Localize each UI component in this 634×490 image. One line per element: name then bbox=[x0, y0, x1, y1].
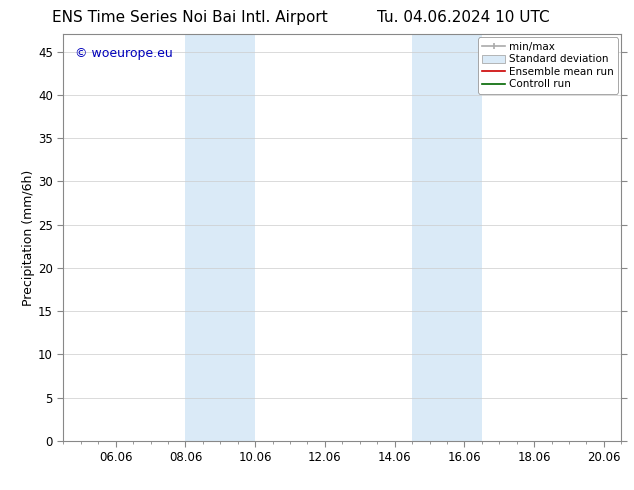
Bar bbox=[412, 34, 482, 441]
Bar bbox=[185, 34, 255, 441]
Text: © woeurope.eu: © woeurope.eu bbox=[75, 47, 172, 59]
Y-axis label: Precipitation (mm/6h): Precipitation (mm/6h) bbox=[22, 170, 36, 306]
Legend: min/max, Standard deviation, Ensemble mean run, Controll run: min/max, Standard deviation, Ensemble me… bbox=[478, 37, 618, 94]
Text: ENS Time Series Noi Bai Intl. Airport: ENS Time Series Noi Bai Intl. Airport bbox=[53, 10, 328, 25]
Text: Tu. 04.06.2024 10 UTC: Tu. 04.06.2024 10 UTC bbox=[377, 10, 549, 25]
